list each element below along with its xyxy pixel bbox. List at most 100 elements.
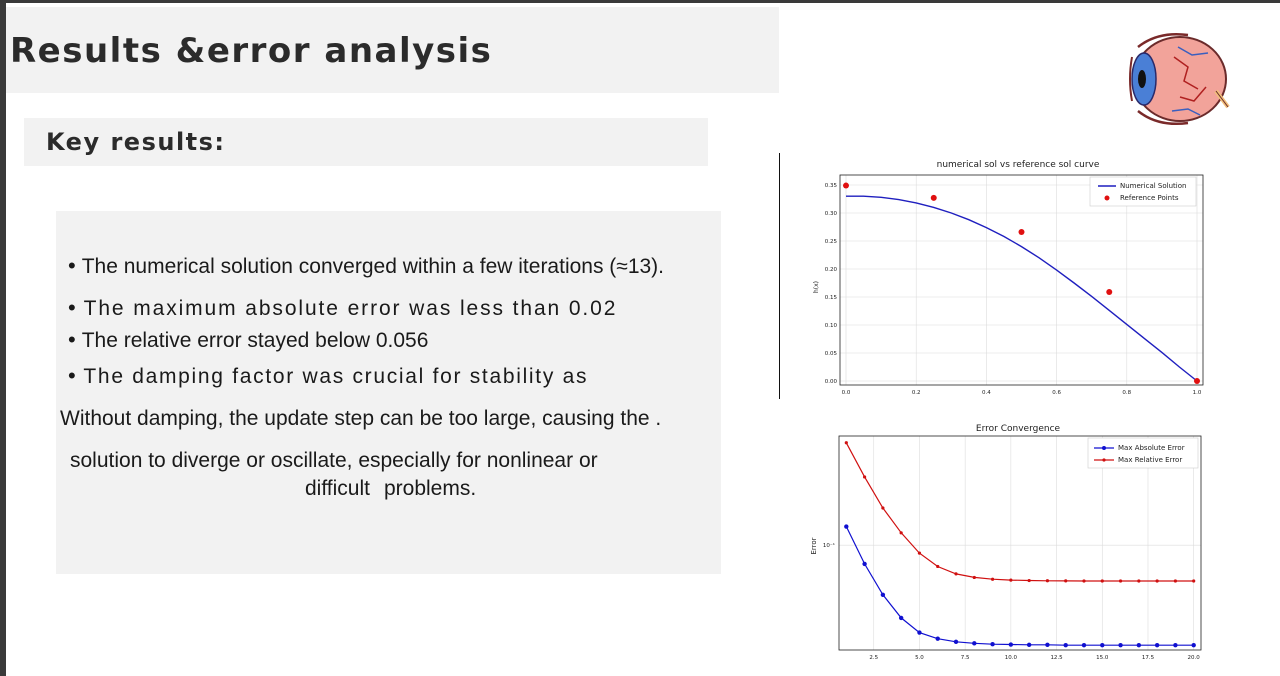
- data-point-max-absolute-error: [1118, 642, 1123, 648]
- data-point-max-absolute-error: [1154, 642, 1160, 648]
- y-axis-label: Error: [810, 537, 818, 554]
- reference-point: [1194, 378, 1200, 384]
- x-tick-label: 7.5: [961, 655, 970, 661]
- bullet-text: The damping factor was crucial for stabi…: [83, 365, 589, 388]
- plot-area: [838, 435, 1202, 651]
- data-point-max-relative-error: [881, 506, 885, 510]
- data-point-max-absolute-error: [953, 639, 959, 645]
- key-results-label: Key results:: [46, 128, 226, 156]
- data-point-max-absolute-error: [935, 636, 940, 641]
- bullet-dot-icon: •: [68, 253, 76, 278]
- bullet-dot-icon: •: [68, 295, 78, 320]
- series-line-max-relative-error: [845, 442, 1194, 582]
- legend-label: Max Absolute Error: [1118, 444, 1185, 452]
- data-point-max-absolute-error: [1081, 642, 1087, 648]
- error-convergence-chart: Error Convergence Error 2.5 5.0 7.5 10.0 12.…: [810, 424, 1202, 661]
- bullet-text: The numerical solution converged within …: [81, 255, 665, 278]
- paragraph-line: Without damping, the update step can be …: [60, 407, 662, 430]
- x-tick-label: 0.0: [842, 390, 851, 396]
- data-point-max-relative-error: [1027, 578, 1031, 583]
- x-tick-label: 0.2: [912, 390, 921, 396]
- data-point-max-relative-error: [954, 572, 958, 576]
- slide: Results &error analysis Key results: • Th…: [6, 3, 1280, 676]
- bullet-text: The maximum absolute error was less than…: [83, 297, 618, 320]
- reference-point: [1106, 288, 1113, 295]
- x-tick-label: 20.0: [1188, 655, 1201, 661]
- bullet-item: • The damping factor was crucial for stab…: [68, 363, 588, 389]
- data-point-max-absolute-error: [1136, 642, 1142, 648]
- data-point-max-relative-error: [1118, 579, 1123, 583]
- bullet-item: • The relative error stayed below 0.056: [68, 327, 428, 353]
- plot-area: [839, 174, 1204, 386]
- data-point-max-relative-error: [1192, 579, 1196, 583]
- y-tick-label: 0.35: [825, 183, 838, 189]
- series-line-max-absolute-error: [845, 526, 1194, 646]
- paragraph-line: solution to diverge or oscillate, especi…: [70, 449, 598, 472]
- data-point-max-relative-error: [1137, 579, 1141, 583]
- bullet-dot-icon: •: [68, 327, 76, 352]
- title-bar: Results &error analysis: [6, 7, 779, 93]
- chart-title: Error Convergence: [976, 424, 1061, 434]
- paragraph-line: difficult problems.: [305, 477, 476, 501]
- chart-title: numerical sol vs reference sol curve: [937, 160, 1100, 170]
- data-point-max-absolute-error: [990, 642, 995, 647]
- divider-line: [779, 153, 780, 399]
- paragraph-word: difficult: [305, 477, 370, 500]
- data-point-max-absolute-error: [1045, 642, 1050, 648]
- y-tick-label: 10⁻¹: [823, 542, 835, 549]
- data-point-max-absolute-error: [972, 641, 977, 646]
- solution-chart: numerical sol vs reference sol curve h(x…: [813, 160, 1204, 396]
- bullet-text: The relative error stayed below 0.056: [81, 329, 429, 352]
- series-line-numerical-solution: [846, 195, 1198, 382]
- y-tick-label: 0.25: [825, 239, 838, 245]
- y-tick-label: 0.00: [825, 379, 838, 385]
- x-tick-label: 2.5: [869, 655, 878, 661]
- reference-point: [1018, 229, 1025, 236]
- data-point-max-absolute-error: [880, 592, 886, 597]
- paragraph-word: problems.: [383, 477, 477, 500]
- legend-point-swatch: [1104, 195, 1110, 201]
- y-tick-label: 0.15: [825, 295, 838, 301]
- x-tick-label: 5.0: [915, 655, 924, 661]
- data-point-max-relative-error: [1100, 579, 1104, 583]
- legend-label: Numerical Solution: [1120, 182, 1186, 190]
- bullet-item: • The numerical solution converged within…: [68, 253, 664, 279]
- y-tick-label: 0.20: [825, 267, 838, 273]
- eye-icon: [1129, 33, 1230, 125]
- x-tick-label: 0.6: [1052, 390, 1061, 396]
- data-point-max-absolute-error: [1026, 642, 1032, 648]
- data-point-max-relative-error: [936, 564, 940, 569]
- reference-point: [843, 182, 849, 189]
- data-point-max-relative-error: [1082, 579, 1086, 583]
- x-tick-label: 15.0: [1096, 655, 1109, 661]
- legend-label: Reference Points: [1120, 194, 1179, 202]
- chart-legend: Max Absolute Error Max Relative Error: [1087, 437, 1199, 469]
- data-point-max-relative-error: [1064, 579, 1068, 583]
- x-tick-label: 10.0: [1005, 655, 1018, 661]
- y-tick-label: 0.05: [825, 351, 838, 357]
- key-results-header: Key results:: [24, 118, 708, 166]
- data-point-max-relative-error: [1009, 578, 1013, 582]
- legend-label: Max Relative Error: [1118, 456, 1182, 464]
- data-point-max-absolute-error: [1191, 642, 1196, 648]
- bullet-item: • The maximum absolute error was less tha…: [68, 295, 617, 321]
- data-point-max-absolute-error: [917, 630, 922, 635]
- legend-marker-swatch: [1102, 446, 1106, 450]
- data-point-max-relative-error: [862, 475, 867, 479]
- y-tick-label: 0.10: [825, 323, 838, 329]
- data-point-max-relative-error: [844, 441, 848, 445]
- data-point-max-relative-error: [1173, 579, 1178, 583]
- data-point-max-absolute-error: [1173, 642, 1178, 648]
- x-tick-label: 1.0: [1193, 390, 1202, 396]
- x-tick-label: 0.8: [1122, 390, 1131, 396]
- data-point-max-absolute-error: [862, 561, 867, 567]
- y-axis-label: h(x): [813, 281, 820, 293]
- data-point-max-absolute-error: [844, 524, 849, 529]
- x-tick-label: 17.5: [1142, 655, 1155, 661]
- reference-point: [930, 194, 937, 201]
- chart-legend: Numerical Solution Reference Points: [1089, 176, 1197, 207]
- data-point-max-relative-error: [1045, 579, 1050, 583]
- data-point-max-absolute-error: [1008, 642, 1014, 647]
- data-point-max-relative-error: [990, 577, 995, 581]
- data-point-max-relative-error: [972, 575, 976, 580]
